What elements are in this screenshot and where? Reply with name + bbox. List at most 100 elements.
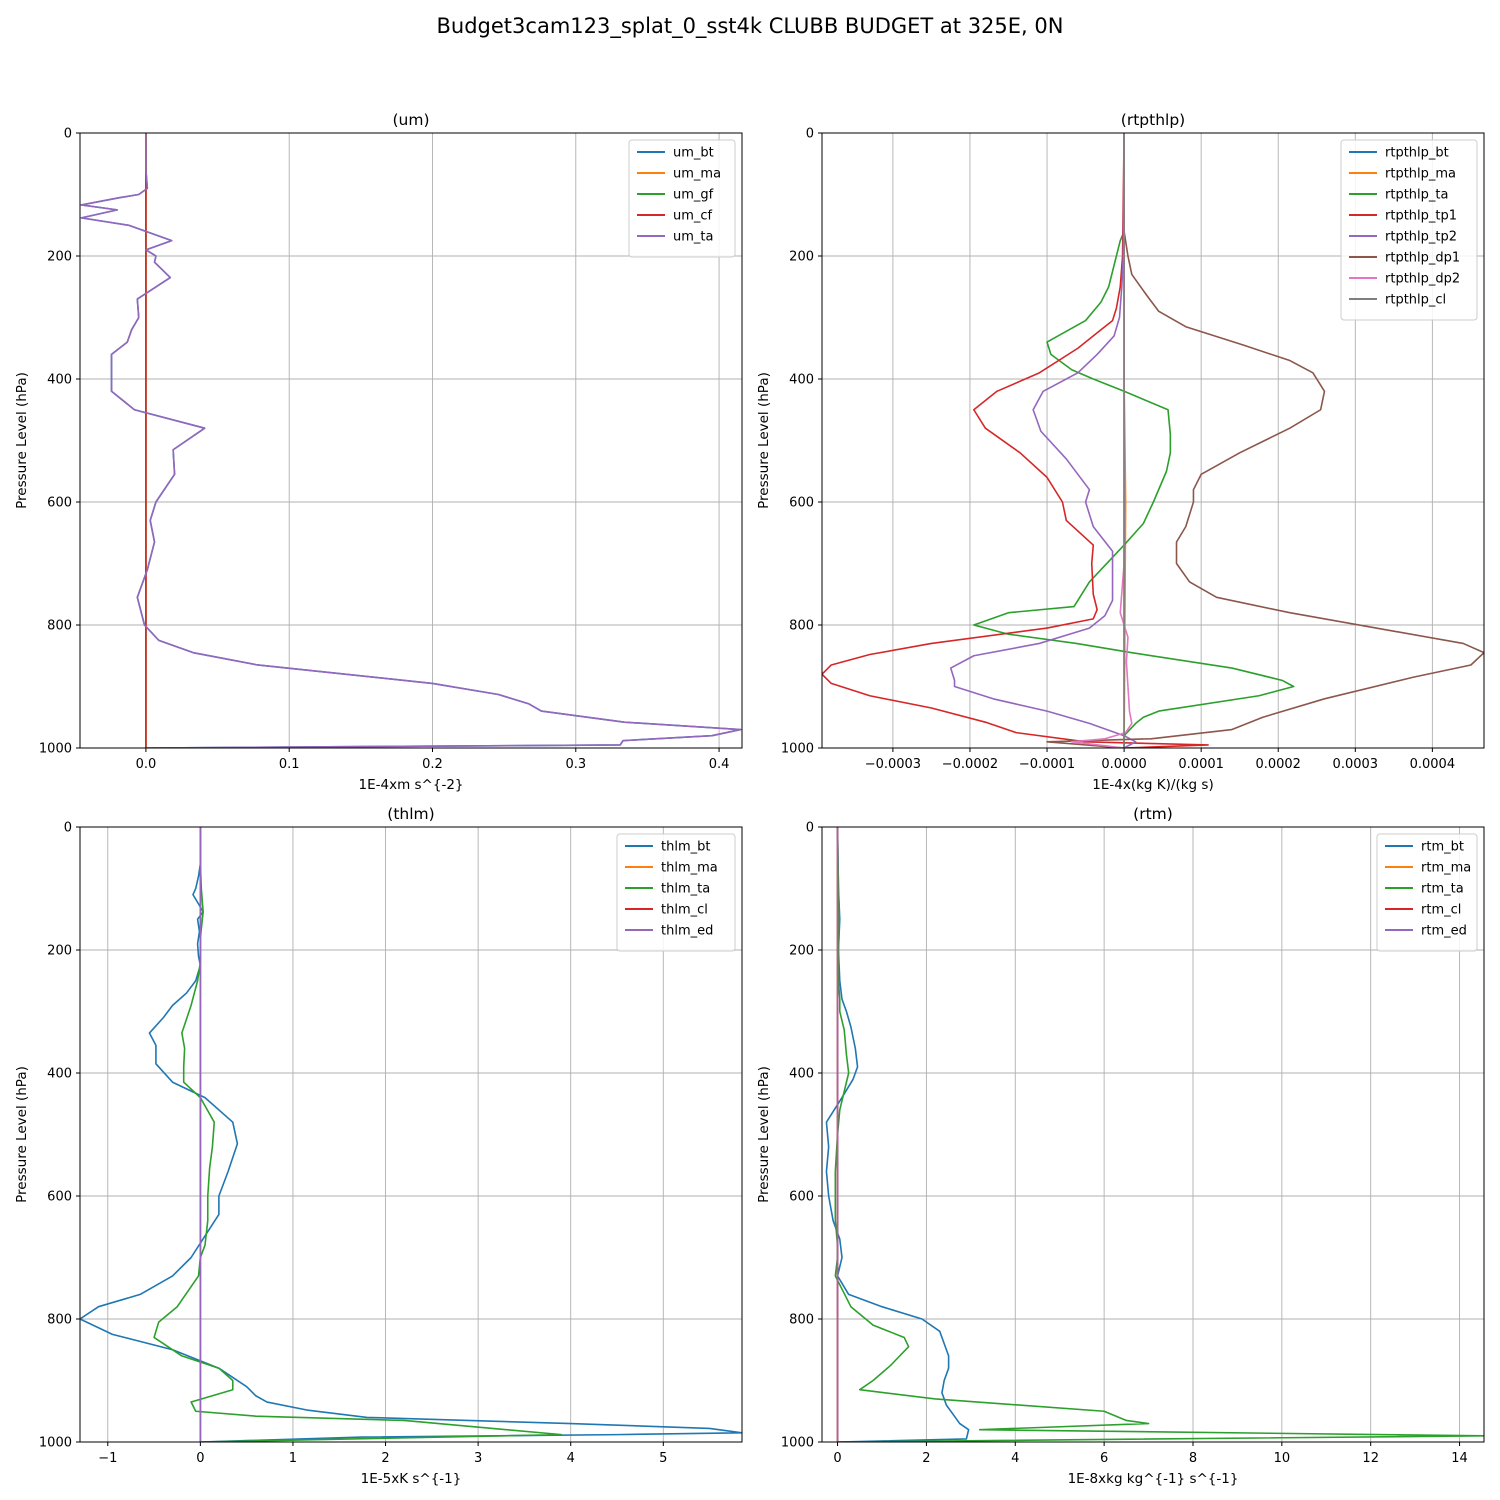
legend-entry-thlm_cl: thlm_cl	[661, 903, 708, 918]
series-line-rtpthlp_tp2	[949, 133, 1137, 748]
panel-um: 0.0 0.1 0.2 0.3 0.4 0 200 400 600 800 1000 (um) 1E-4…	[14, 111, 743, 793]
legend-entry-um_ma: um_ma	[673, 167, 721, 182]
legend-entry-thlm_ta: thlm_ta	[661, 882, 710, 897]
legend-box	[1340, 139, 1478, 321]
legend-entry-rtm_cl: rtm_cl	[1421, 903, 1461, 918]
panel-rtm: 0 2 4 6 8 10 12 14 0 200 400 600 800 1000 (rtm) 1E-8xkg…	[756, 805, 1485, 1487]
legend-entry-um_ta: um_ta	[673, 230, 713, 245]
x-tick-label: 4	[1011, 1451, 1019, 1466]
axes-frame	[79, 132, 743, 749]
panel-thlm: −1 0 1 2 3 4 5 0 200 400 600 800 1000 (thlm) 1E-5xK s^…	[14, 805, 743, 1487]
x-tick-label: 4	[567, 1451, 575, 1466]
legend: rtpthlp_bt rtpthlp_ma rtpthlp_ta rtpthlp_tp…	[1340, 139, 1478, 321]
x-tick-label: 10	[1274, 1451, 1291, 1466]
legend-entry-rtm_bt: rtm_bt	[1421, 840, 1464, 855]
y-tick-label: 200	[47, 944, 72, 959]
x-tick-label: −0.0002	[942, 757, 998, 772]
legend-box	[1376, 833, 1478, 952]
x-tick-label: 0.0004	[1410, 757, 1456, 772]
legend: rtm_bt rtm_ma rtm_ta rtm_cl rtm_ed	[1376, 833, 1478, 952]
y-tick-label: 200	[789, 944, 814, 959]
x-tick-label: 2	[381, 1451, 389, 1466]
legend-entry-rtpthlp_dp2: rtpthlp_dp2	[1385, 272, 1460, 287]
x-axis-label: 1E-4x(kg K)/(kg s)	[1092, 777, 1213, 793]
y-tick-label: 200	[47, 250, 72, 265]
y-tick-label: 600	[789, 1190, 814, 1205]
legend-entry-rtpthlp_ma: rtpthlp_ma	[1385, 167, 1456, 182]
panel-rtpthlp: −0.0003 −0.0002 −0.0001 0.0000 0.0001 0.0002 0…	[756, 111, 1485, 793]
x-tick-label: 1	[289, 1451, 297, 1466]
panel-title: (rtpthlp)	[1121, 111, 1185, 129]
x-tick-label: 14	[1451, 1451, 1468, 1466]
y-tick-label: 0	[64, 127, 72, 142]
x-tick-label: 0.0003	[1333, 757, 1379, 772]
axes-frame	[79, 826, 743, 1443]
series-line-rtpthlp_tp1	[822, 133, 1209, 748]
y-tick-label: 0	[806, 821, 814, 836]
y-tick-label: 0	[806, 127, 814, 142]
legend-entry-um_gf: um_gf	[673, 188, 714, 203]
legend-entry-rtpthlp_tp2: rtpthlp_tp2	[1385, 230, 1457, 245]
y-tick-label: 600	[47, 496, 72, 511]
legend-entry-rtpthlp_ta: rtpthlp_ta	[1385, 188, 1448, 203]
series-line-rtpthlp_ta	[973, 133, 1295, 748]
x-tick-label: 0.0	[136, 757, 157, 772]
x-tick-label: 0.3	[565, 757, 586, 772]
x-tick-label: 5	[659, 1451, 667, 1466]
y-tick-label: 1000	[39, 1436, 72, 1451]
y-tick-label: 400	[47, 1067, 72, 1082]
series-line-rtm_bt	[825, 827, 970, 1442]
legend-entry-rtpthlp_cl: rtpthlp_cl	[1385, 293, 1446, 308]
y-tick-label: 200	[789, 250, 814, 265]
y-tick-label: 1000	[781, 742, 814, 757]
legend-entry-rtpthlp_bt: rtpthlp_bt	[1385, 146, 1449, 161]
x-tick-label: 0.4	[709, 757, 730, 772]
x-tick-label: 0.0001	[1178, 757, 1224, 772]
y-tick-label: 800	[47, 619, 72, 634]
series-line-thlm_ta	[153, 827, 563, 1442]
x-tick-label: 2	[922, 1451, 930, 1466]
series-line-rtpthlp_dp1	[1046, 133, 1484, 748]
series-line-thlm_bt	[80, 827, 742, 1442]
figure-title: Budget3cam123_splat_0_sst4k CLUBB BUDGET…	[436, 14, 1064, 38]
legend-entry-rtm_ma: rtm_ma	[1421, 861, 1471, 876]
y-axis-label: Pressure Level (hPa)	[756, 372, 772, 509]
x-tick-label: 8	[1189, 1451, 1197, 1466]
x-tick-label: 0.2	[422, 757, 443, 772]
y-tick-label: 600	[47, 1190, 72, 1205]
y-axis-label: Pressure Level (hPa)	[756, 1066, 772, 1203]
legend-entry-thlm_bt: thlm_bt	[661, 840, 710, 855]
axes-frame	[821, 132, 1485, 749]
series-line-rtpthlp_dp2	[1070, 133, 1133, 748]
x-tick-label: 0	[196, 1451, 204, 1466]
x-tick-label: −0.0003	[865, 757, 921, 772]
x-tick-label: 0.1	[279, 757, 300, 772]
panel-title: (rtm)	[1133, 805, 1173, 823]
x-tick-label: 0	[833, 1451, 841, 1466]
x-axis-label: 1E-5xK s^{-1}	[361, 1471, 462, 1487]
x-tick-label: −0.0001	[1019, 757, 1075, 772]
legend-entry-thlm_ed: thlm_ed	[661, 924, 713, 939]
x-tick-label: 3	[474, 1451, 482, 1466]
y-tick-label: 400	[789, 1067, 814, 1082]
legend-box	[616, 833, 736, 952]
x-tick-label: −1	[98, 1451, 117, 1466]
y-tick-label: 800	[789, 1313, 814, 1328]
y-tick-label: 1000	[39, 742, 72, 757]
axes-frame	[821, 826, 1485, 1443]
x-axis-label: 1E-8xkg kg^{-1} s^{-1}	[1068, 1471, 1239, 1487]
x-tick-label: 0.0000	[1101, 757, 1147, 772]
legend-entry-rtpthlp_dp1: rtpthlp_dp1	[1385, 251, 1460, 266]
y-tick-label: 1000	[781, 1436, 814, 1451]
legend: um_bt um_ma um_gf um_cf um_ta	[628, 139, 736, 258]
legend-entry-um_bt: um_bt	[673, 146, 714, 161]
legend-entry-rtm_ed: rtm_ed	[1421, 924, 1467, 939]
legend-entry-um_cf: um_cf	[673, 209, 713, 224]
y-tick-label: 400	[789, 373, 814, 388]
y-tick-label: 800	[789, 619, 814, 634]
legend-entry-rtpthlp_tp1: rtpthlp_tp1	[1385, 209, 1457, 224]
y-tick-label: 800	[47, 1313, 72, 1328]
legend-entry-thlm_ma: thlm_ma	[661, 861, 718, 876]
legend: thlm_bt thlm_ma thlm_ta thlm_cl thlm_ed	[616, 833, 736, 952]
